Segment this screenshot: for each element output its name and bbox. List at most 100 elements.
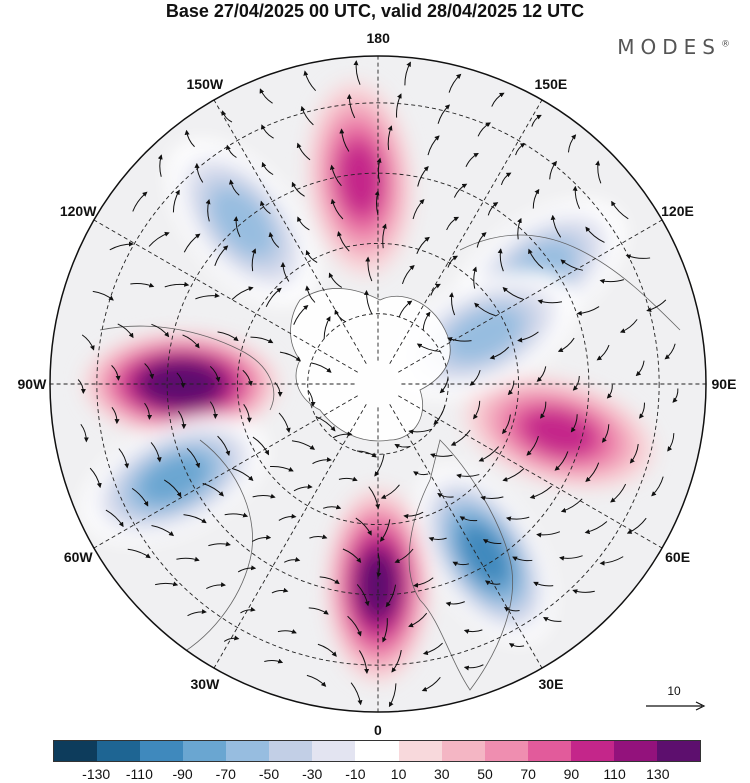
wind-arrow-81 — [358, 650, 370, 674]
wind-arrow-199 — [250, 336, 274, 344]
wind-arrow-67 — [172, 189, 180, 213]
wind-arrow-20 — [353, 60, 361, 85]
wind-arrow-200 — [242, 369, 253, 387]
wind-arrow-193 — [416, 236, 430, 254]
wind-arrow-145 — [186, 448, 201, 469]
wind-arrow-167 — [330, 198, 344, 220]
wind-arrow-3 — [543, 616, 562, 622]
wind-arrow-87 — [560, 498, 583, 513]
colorbar-cell-4 — [226, 741, 270, 761]
wind-arrow-155 — [480, 495, 504, 501]
wind-arrow-83 — [445, 601, 465, 607]
colorbar — [53, 740, 701, 762]
wind-arrow-25 — [157, 154, 163, 177]
wind-arrow-149 — [284, 557, 301, 563]
wind-arrow-94 — [550, 214, 562, 238]
wind-arrow-161 — [502, 286, 525, 301]
wind-arrow-31 — [80, 423, 89, 443]
wind-arrow-125 — [554, 451, 569, 471]
wind-arrow-237 — [334, 309, 346, 323]
wind-arrow-142 — [182, 334, 200, 349]
wind-arrow-45 — [503, 606, 520, 612]
wind-arrow-163 — [476, 232, 487, 248]
wind-arrow-242 — [332, 431, 353, 439]
wind-arrow-160 — [517, 331, 539, 343]
wind-arrow-0 — [421, 677, 441, 692]
graticule — [50, 56, 706, 712]
wind-arrow-154 — [459, 516, 478, 522]
wind-arrow-106 — [164, 281, 190, 288]
wind-arrow-164 — [446, 216, 460, 231]
wind-arrow-211 — [473, 400, 481, 420]
brand-logo: MODES® — [617, 35, 730, 59]
wind-arrow-191 — [472, 266, 477, 289]
wind-arrow-74 — [131, 487, 149, 507]
wind-arrow-64 — [261, 124, 274, 139]
wind-arrow-59 — [477, 122, 491, 137]
colorbar-tick-5: -30 — [302, 766, 323, 782]
wind-arrow-166 — [374, 190, 380, 216]
wind-arrow-232 — [439, 377, 449, 394]
wind-arrow-231 — [433, 405, 446, 425]
colorbar-tick-11: 90 — [563, 766, 580, 782]
anomaly-contour-8-3 — [445, 307, 523, 362]
colorbar-tick-12: 110 — [603, 766, 626, 782]
wind-arrow-65 — [225, 144, 237, 158]
wind-arrow-153 — [428, 536, 447, 542]
wind-arrow-38 — [264, 658, 284, 664]
wind-arrow-147 — [224, 512, 249, 518]
anomaly-contour-0-7 — [151, 366, 211, 402]
wind-arrow-108 — [144, 363, 155, 380]
wind-arrow-175 — [217, 435, 231, 457]
anomaly-contour-7-3 — [210, 187, 275, 258]
wind-arrow-43 — [422, 642, 443, 656]
wind-arrow-172 — [217, 331, 239, 342]
wind-arrow-54 — [599, 278, 624, 284]
wind-arrow-114 — [237, 565, 257, 573]
wind-arrow-36 — [187, 609, 207, 617]
wind-arrow-207 — [380, 484, 400, 499]
colorbar-tick-4: -50 — [258, 766, 280, 782]
anomaly-contour-4-5 — [460, 524, 510, 586]
wind-arrow-138 — [259, 200, 271, 215]
wind-arrow-180 — [342, 548, 362, 564]
wind-arrow-215 — [430, 283, 441, 296]
colorbar-tick-8: 30 — [434, 766, 450, 782]
colorbar-tick-6: -10 — [345, 766, 366, 782]
latitude-circle-2 — [236, 242, 520, 526]
wind-arrow-93 — [560, 259, 583, 271]
wind-arrow-235 — [398, 300, 413, 318]
wind-arrow-233 — [416, 343, 441, 353]
wind-arrow-236 — [363, 289, 373, 315]
wind-arrow-124 — [529, 485, 553, 500]
wind-arrow-1 — [463, 664, 484, 671]
wind-arrow-51 — [638, 402, 645, 419]
wind-arrow-55 — [585, 226, 605, 243]
wind-arrow-57 — [549, 160, 557, 180]
wind-arrow-22 — [259, 88, 273, 104]
wind-arrow-11 — [646, 299, 667, 313]
wind-arrow-156 — [502, 467, 525, 482]
wind-arrow-195 — [336, 231, 350, 252]
wind-arrow-227 — [368, 486, 381, 510]
colorbar-cell-3 — [183, 741, 227, 761]
colorbar-cell-11 — [527, 741, 571, 761]
wind-arrow-225 — [312, 457, 332, 465]
wind-arrow-12 — [625, 254, 651, 260]
wind-arrow-212 — [469, 370, 481, 386]
meridian-11 — [213, 99, 367, 364]
longitude-label-9: 90W — [17, 376, 47, 392]
wind-arrow-49 — [610, 483, 627, 503]
wind-arrow-174 — [209, 401, 218, 419]
wind-arrow-53 — [619, 319, 638, 333]
wind-arrow-2 — [508, 643, 525, 648]
wind-arrow-208 — [413, 471, 429, 476]
wind-arrow-181 — [376, 552, 382, 578]
wind-arrow-63 — [300, 105, 314, 126]
wind-arrow-68 — [148, 231, 170, 247]
wind-arrow-18 — [448, 73, 462, 93]
map-title: Base 27/04/2025 00 UTC, valid 28/04/2025… — [165, 1, 585, 21]
wind-arrow-69 — [130, 282, 155, 288]
wind-arrow-187 — [501, 414, 511, 435]
